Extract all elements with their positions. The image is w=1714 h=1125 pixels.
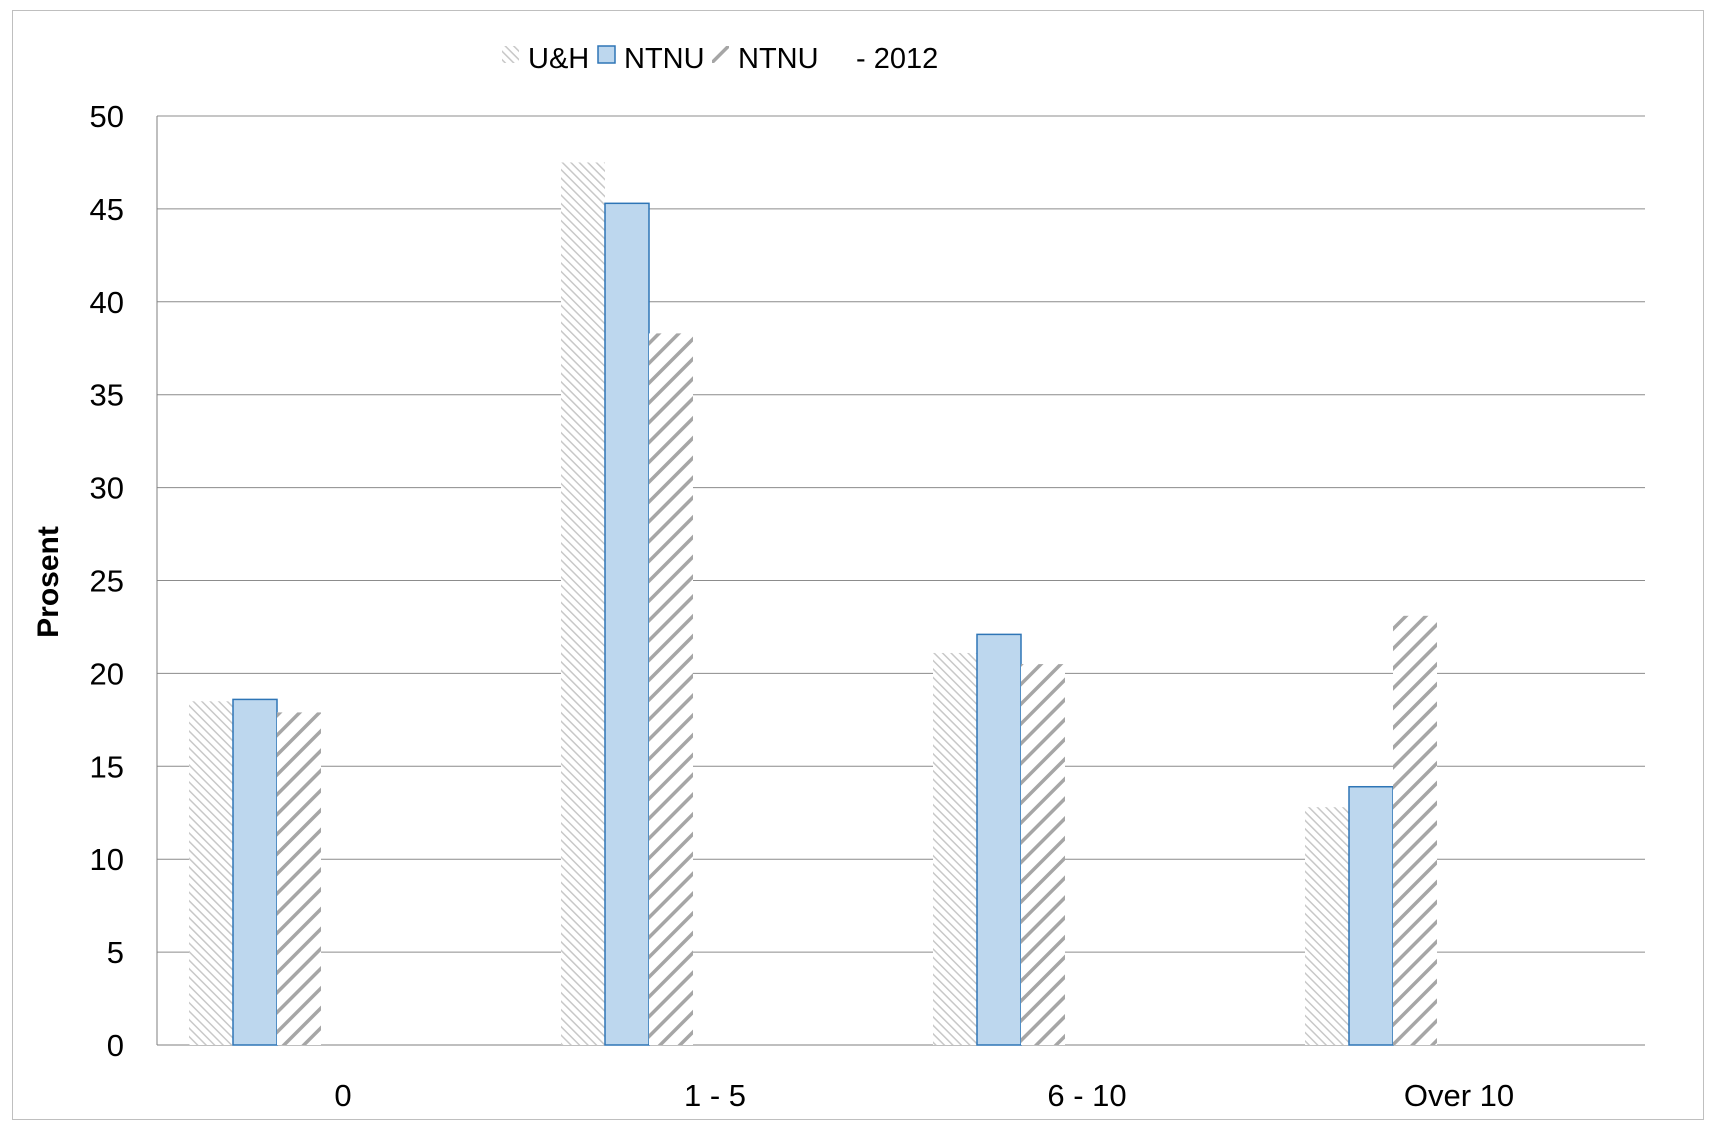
y-tick-label: 0 [107, 1028, 124, 1063]
x-tick-label: Over 10 [1404, 1078, 1514, 1113]
y-tick-label: 15 [90, 749, 124, 784]
legend-label-2: NTNU [624, 43, 705, 75]
legend: U&H NTNU NTNU - 2012 [502, 43, 938, 75]
axes: 0 5 10 15 20 25 30 35 40 45 50 0 1 - 5 6 - 10 Over 10 [90, 99, 1515, 1113]
bar-1-4 [1305, 807, 1349, 1045]
y-tick-label: 10 [90, 842, 124, 877]
bar-3-2 [649, 333, 693, 1045]
bar-1-3 [933, 652, 977, 1045]
bars [189, 162, 1437, 1046]
y-tick-label: 50 [90, 99, 124, 134]
bar-1-1 [189, 701, 233, 1045]
y-tick-label: 35 [90, 378, 124, 413]
bar-2-1 [232, 698, 278, 1046]
x-tick-label: 1 - 5 [684, 1078, 746, 1113]
y-tick-label: 30 [90, 471, 124, 506]
bar-3-1 [277, 712, 321, 1045]
bar-3-3 [1021, 664, 1065, 1045]
legend-suffix: - 2012 [856, 43, 938, 75]
y-tick-label: 20 [90, 656, 124, 691]
legend-label-1: U&H [528, 43, 589, 75]
y-tick-label: 25 [90, 564, 124, 599]
x-tick-label: 6 - 10 [1047, 1078, 1126, 1113]
y-tick-label: 40 [90, 285, 124, 320]
bar-2-4 [1348, 785, 1394, 1046]
legend-label-3: NTNU [738, 43, 819, 75]
bar-2-3 [976, 633, 1022, 1046]
x-tick-label: 0 [334, 1078, 351, 1113]
legend-swatch-3 [712, 46, 729, 63]
bar-2-2 [604, 202, 650, 1046]
bar-1-2 [561, 162, 605, 1045]
legend-swatch-1 [502, 46, 519, 63]
y-tick-label: 45 [90, 192, 124, 227]
y-axis-label: Prosent [32, 526, 65, 638]
legend-swatch-2 [597, 45, 616, 64]
bar-3-4 [1393, 615, 1437, 1045]
y-tick-label: 5 [107, 935, 124, 970]
